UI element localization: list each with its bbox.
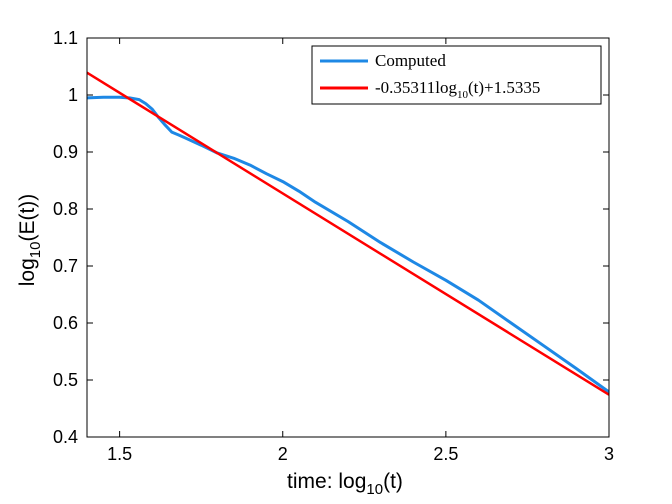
x-tick-label: 3 [604,444,614,464]
legend: Computed -0.35311log10(t)+1.5335 [311,45,602,105]
y-tick-label: 0.6 [53,313,78,333]
y-axis-label-tail: (E(t)) [16,194,39,242]
y-axis-label-sub: 10 [27,242,44,259]
legend-box [311,45,602,105]
data-layer [87,71,609,396]
legend-label-fit-sub: 10 [457,89,469,101]
x-tick-label: 2 [278,444,288,464]
legend-label-computed: Computed [375,51,446,70]
legend-label-fit: -0.35311log10(t)+1.5335 [375,78,540,101]
x-axis-label-tail: (t) [383,470,403,493]
y-tick-label: 0.7 [53,256,78,276]
series-line-fit [87,71,609,396]
x-axis-label-main: time: log [287,470,366,493]
axis-tick-labels: 1.5 2 2.5 3 0.4 0.5 0.6 0.7 0.8 0.9 1 1.1 [53,28,614,464]
x-tick-label: 2.5 [433,444,458,464]
y-tick-label: 1.1 [53,28,78,48]
y-tick-label: 0.5 [53,370,78,390]
x-axis-label-sub: 10 [366,481,383,498]
x-tick-label: 1.5 [107,444,132,464]
plot-frame [86,37,610,438]
y-tick-label: 1 [68,85,78,105]
y-axis-label: log10(E(t)) [16,194,44,287]
y-tick-label: 0.4 [53,427,78,447]
legend-label-fit-prefix: -0.35311log [375,78,458,97]
x-axis-label: time: log10(t) [287,470,403,498]
y-tick-label: 0.9 [53,142,78,162]
series-line-computed [87,95,609,394]
y-axis-label-main: log [16,258,39,286]
legend-label-fit-suffix: (t)+1.5335 [468,78,540,97]
y-tick-label: 0.8 [53,199,78,219]
